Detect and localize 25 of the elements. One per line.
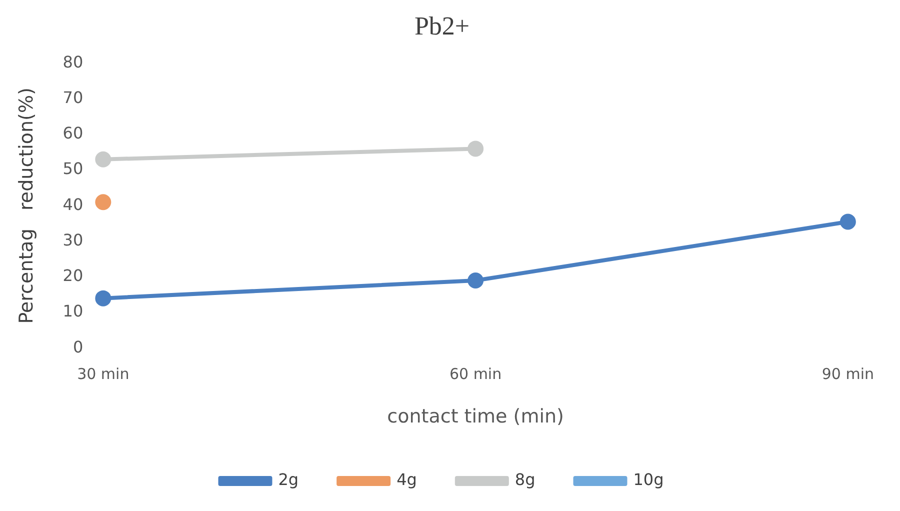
y-tick-label: 40	[62, 194, 84, 214]
x-axis-title: contact time (min)	[387, 406, 564, 428]
point	[95, 151, 112, 168]
y-tick-label: 60	[62, 124, 84, 143]
y-tick-label: 20	[62, 266, 84, 286]
legend-label: 2g	[278, 470, 299, 490]
y-tick-label: 70	[62, 88, 84, 107]
y-tick-label: 50	[62, 159, 84, 178]
point	[840, 214, 856, 230]
point	[468, 272, 484, 289]
point	[95, 194, 112, 210]
point	[95, 290, 112, 306]
y-tick-label: 0	[72, 337, 84, 356]
point	[468, 140, 484, 157]
y-axis-title: Percentag reduction(%)	[15, 88, 38, 324]
legend-label: 4g	[396, 470, 417, 490]
x-tick-label: 60 min	[449, 365, 502, 384]
x-tick-label: 90 min	[822, 365, 874, 384]
chart-title: Pb2+	[414, 11, 470, 40]
legend-label: 10g	[633, 470, 664, 490]
y-tick-label: 10	[62, 302, 84, 321]
legend-label: 8g	[514, 470, 536, 490]
y-tick-label: 80	[62, 52, 84, 72]
x-tick-label: 30 min	[77, 365, 130, 384]
y-tick-label: 30	[62, 230, 84, 250]
